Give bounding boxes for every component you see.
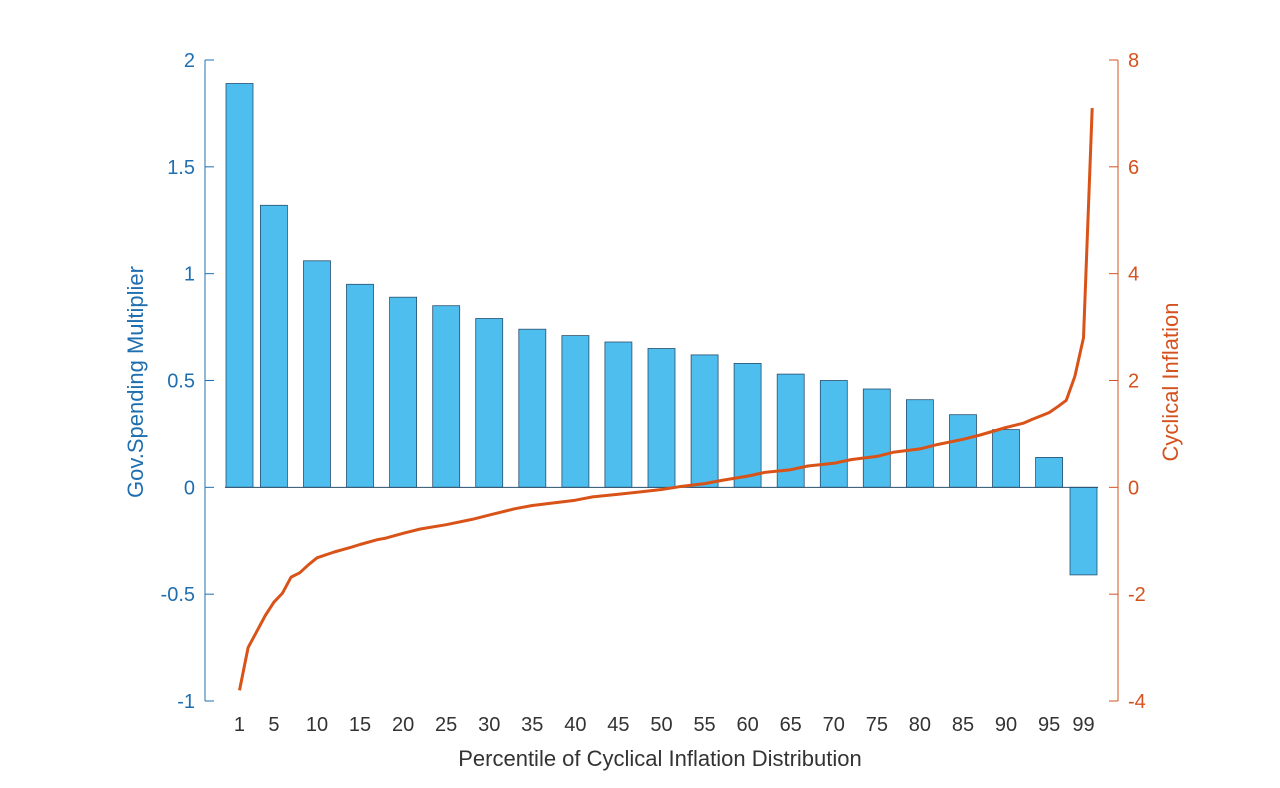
bar-1 [225, 83, 254, 488]
x-tick-label: 20 [392, 714, 414, 736]
bar-90 [992, 429, 1020, 488]
right-tick-label: 6 [1128, 157, 1139, 179]
bar-85 [949, 414, 977, 488]
left-tick-label: 2 [184, 50, 195, 72]
left-tick-label: -0.5 [161, 584, 195, 606]
x-tick-label: 90 [995, 714, 1017, 736]
x-tick-label: 30 [478, 714, 500, 736]
bar-70 [819, 380, 848, 488]
x-tick-label: 95 [1038, 714, 1060, 736]
bar-60 [733, 362, 762, 488]
right-tick-label: 2 [1128, 371, 1139, 393]
cyclical-inflation-line [238, 108, 1094, 691]
bar-99 [1069, 486, 1098, 576]
x-tick-label: 15 [349, 714, 371, 736]
bar-75 [862, 388, 891, 488]
x-tick-label: 70 [823, 714, 845, 736]
bar-group [225, 83, 1098, 576]
x-tick-label: 75 [866, 714, 888, 736]
plot-area [224, 83, 1099, 691]
x-tick-label: 40 [564, 714, 586, 736]
left-tick-label: 0.5 [167, 371, 195, 393]
x-tick-label: 25 [435, 714, 457, 736]
right-tick-label: 0 [1128, 477, 1139, 499]
bar-10 [303, 260, 331, 488]
bar-30 [475, 318, 504, 488]
bar-15 [346, 283, 374, 488]
right-axis: -4 -2 0 2 4 6 8 [1109, 50, 1146, 713]
x-tick-label: 55 [693, 714, 715, 736]
x-axis-title: Percentile of Cyclical Inflation Distrib… [458, 746, 862, 771]
bar-35 [518, 328, 547, 488]
x-tick-label: 60 [737, 714, 759, 736]
bar-95 [1035, 456, 1063, 488]
bar-5 [259, 204, 288, 488]
x-tick-label: 1 [234, 714, 245, 736]
y-axis-title-right: Cyclical Inflation [1158, 303, 1183, 462]
x-tick-label: 35 [521, 714, 543, 736]
bar-55 [690, 354, 719, 488]
bar-50 [647, 348, 676, 488]
y-axis-title-left: Gov.Spending Multiplier [123, 266, 148, 498]
x-tick-label: 65 [780, 714, 802, 736]
right-tick-label: 8 [1128, 50, 1139, 72]
x-tick-label: 50 [650, 714, 672, 736]
right-tick-label: -2 [1128, 584, 1146, 606]
bar-25 [432, 305, 461, 488]
bar-45 [604, 341, 633, 488]
x-axis: 1 5 10 15 20 25 30 35 40 45 50 55 60 65 70 75 80 85 90 95 99 [234, 714, 1095, 736]
left-tick-label: 0 [184, 477, 195, 499]
bar-20 [389, 296, 418, 488]
left-tick-label: -1 [177, 691, 195, 713]
right-tick-label: -4 [1128, 691, 1146, 713]
x-tick-label: 10 [306, 714, 328, 736]
x-tick-label: 99 [1072, 714, 1094, 736]
left-tick-label: 1.5 [167, 157, 195, 179]
bar-80 [906, 399, 934, 488]
x-tick-label: 85 [952, 714, 974, 736]
left-tick-label: 1 [184, 264, 195, 286]
x-tick-label: 80 [909, 714, 931, 736]
bar-40 [561, 335, 590, 488]
right-tick-label: 4 [1128, 264, 1139, 286]
x-tick-label: 45 [607, 714, 629, 736]
left-axis: -1 -0.5 0 0.5 1 1.5 2 [161, 50, 214, 713]
x-tick-label: 5 [268, 714, 279, 736]
